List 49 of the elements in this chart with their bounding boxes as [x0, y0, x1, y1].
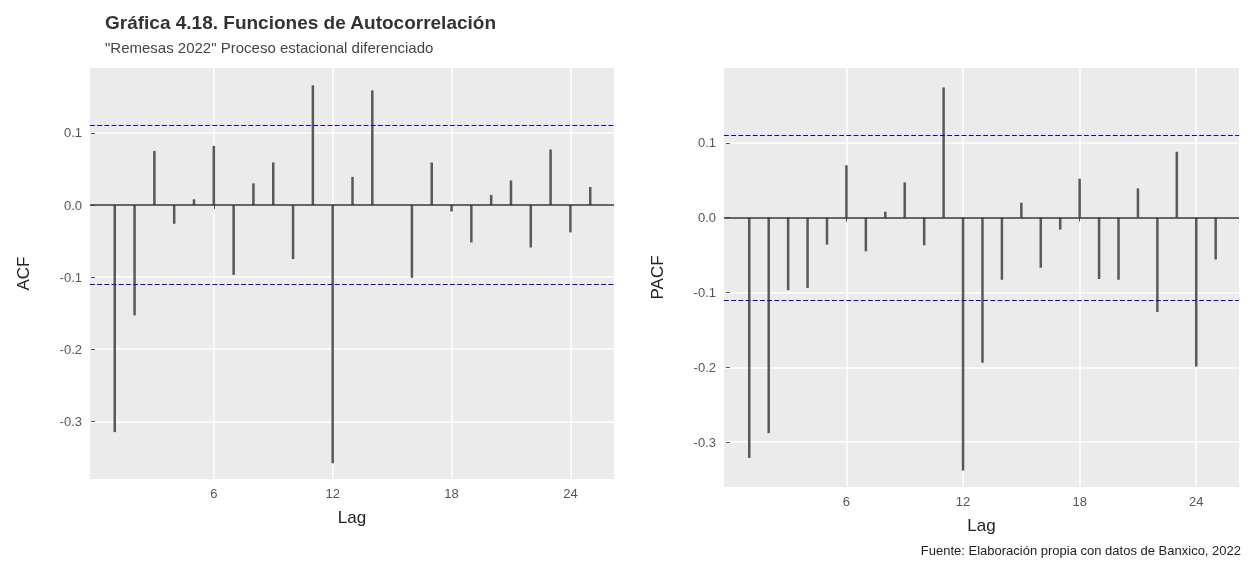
y-axis-title: PACF: [648, 255, 667, 300]
x-tick-label: 18: [444, 486, 459, 501]
bar: [1078, 178, 1081, 218]
bar: [806, 217, 809, 288]
bar: [767, 217, 770, 434]
x-tick-label: 24: [563, 486, 578, 501]
x-tick-label: 24: [1189, 494, 1204, 509]
y-tick-label: 0.1: [63, 125, 82, 141]
x-tick-label: 12: [955, 494, 971, 509]
x-tick-label: 6: [842, 494, 851, 509]
y-tick-label: -0.3: [693, 434, 716, 450]
y-tick-label: 0.0: [63, 197, 82, 213]
bar: [252, 183, 255, 205]
bar: [272, 162, 275, 205]
bar: [1117, 217, 1120, 280]
bar: [748, 217, 751, 458]
y-tick-label: 0.1: [697, 135, 716, 151]
x-tick-label: 6: [210, 486, 218, 501]
bar: [371, 90, 374, 205]
bar: [845, 165, 848, 218]
x-tick-label: 18: [1072, 494, 1087, 509]
bar: [153, 150, 156, 205]
x-axis-title: Lag: [967, 516, 996, 535]
y-tick-label: -0.1: [59, 269, 82, 285]
bar: [942, 87, 945, 218]
y-tick-label: -0.1: [693, 284, 716, 300]
y-axis-title: ACF: [14, 256, 33, 291]
chart-title: Gráfica 4.18. Funciones de Autocorrelación: [105, 12, 497, 33]
bar: [470, 205, 473, 243]
y-tick-label: -0.2: [693, 359, 716, 375]
chart-subtitle: "Remesas 2022" Proceso estacional diferenciado: [105, 39, 434, 56]
y-tick-label: 0.0: [697, 210, 716, 226]
bar: [1020, 202, 1023, 218]
bar: [981, 217, 984, 363]
bar: [903, 182, 906, 218]
x-tick-label: 12: [325, 486, 340, 501]
x-axis-title: Lag: [337, 508, 367, 527]
bar: [430, 162, 433, 205]
bar: [331, 205, 334, 464]
source-note: Fuente: Elaboración propia con datos de Banxico, 2022: [920, 543, 1242, 558]
bar: [569, 205, 572, 233]
bar: [133, 205, 136, 316]
y-tick-label: -0.2: [59, 341, 82, 357]
bar: [549, 149, 552, 205]
bar: [1214, 217, 1217, 260]
bar: [1156, 217, 1159, 312]
y-tick-label: -0.3: [59, 413, 82, 429]
bar: [351, 176, 354, 205]
bar: [232, 205, 235, 275]
